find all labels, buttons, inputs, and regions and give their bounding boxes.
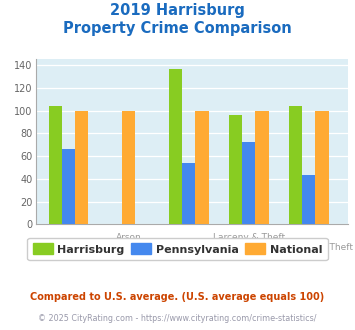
Legend: Harrisburg, Pennsylvania, National: Harrisburg, Pennsylvania, National [27,238,328,260]
Text: Property Crime Comparison: Property Crime Comparison [63,21,292,36]
Text: © 2025 CityRating.com - https://www.cityrating.com/crime-statistics/: © 2025 CityRating.com - https://www.city… [38,314,317,323]
Text: Arson: Arson [116,234,142,243]
Bar [255,111,269,224]
Bar [302,176,316,224]
Bar [242,143,255,224]
Bar [49,106,62,224]
Bar [122,111,135,224]
Text: Larceny & Theft: Larceny & Theft [213,234,285,243]
Bar [229,115,242,224]
Bar [169,69,182,224]
Text: Motor Vehicle Theft: Motor Vehicle Theft [265,244,353,252]
Bar [182,163,195,224]
Text: Compared to U.S. average. (U.S. average equals 100): Compared to U.S. average. (U.S. average … [31,292,324,302]
Text: 2019 Harrisburg: 2019 Harrisburg [110,3,245,18]
Text: Burglary: Burglary [169,244,208,252]
Bar [75,111,88,224]
Bar [195,111,208,224]
Text: All Property Crime: All Property Crime [27,244,110,252]
Bar [289,106,302,224]
Bar [62,149,75,224]
Bar [316,111,329,224]
